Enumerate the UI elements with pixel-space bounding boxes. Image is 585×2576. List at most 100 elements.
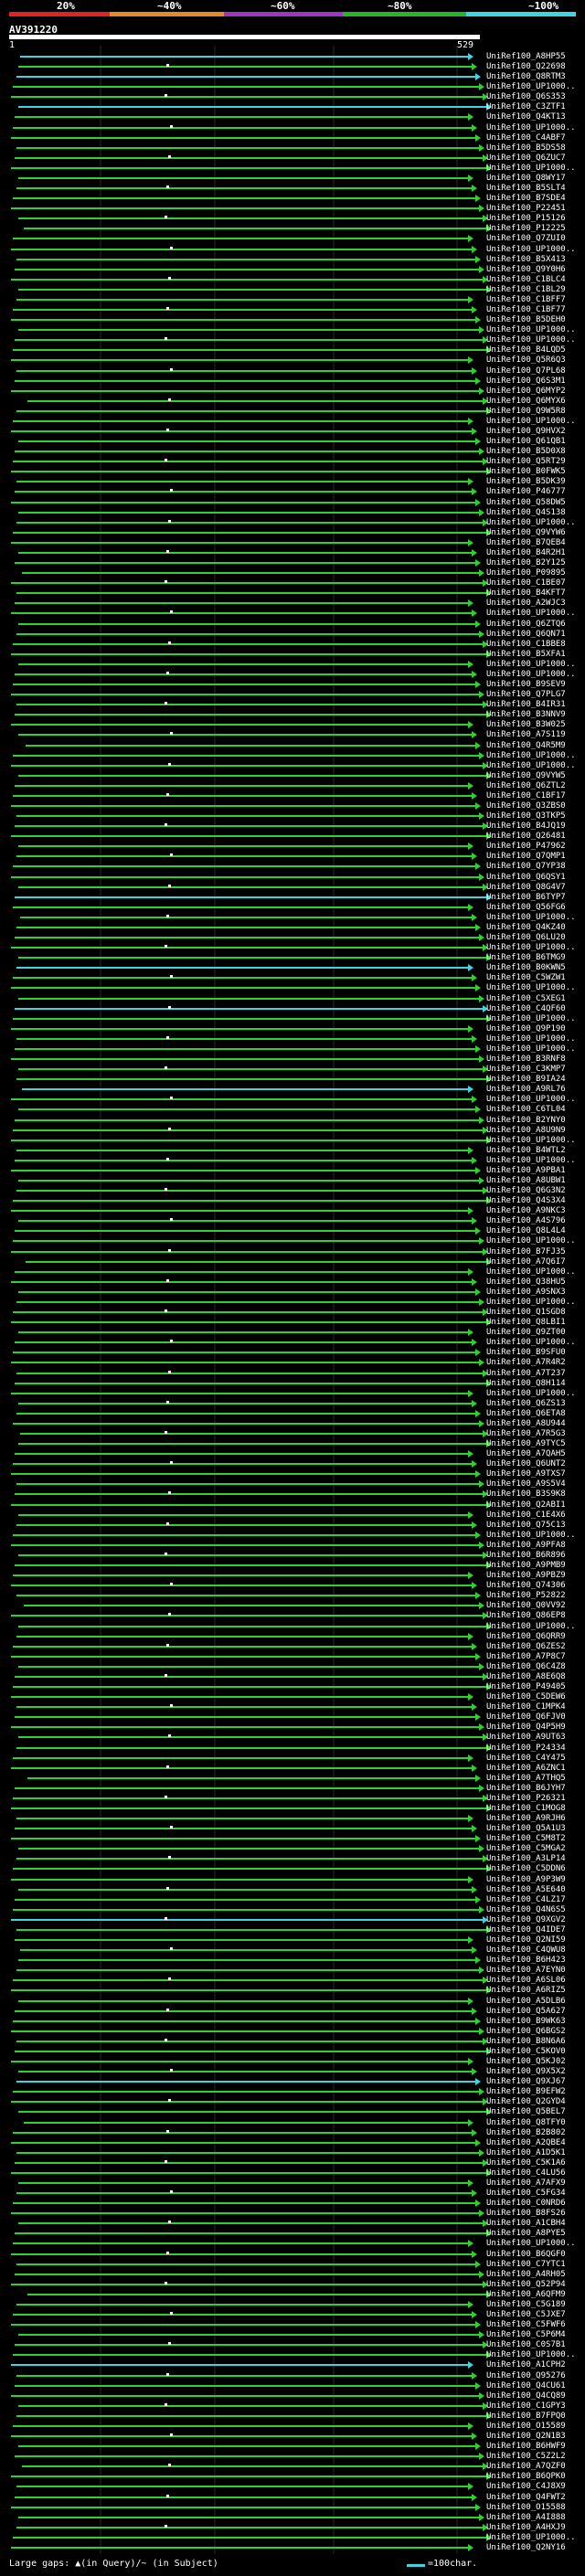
alignment-hit-bar[interactable] <box>20 916 472 918</box>
hit-label[interactable]: UniRef100_UP1000.. <box>486 943 576 953</box>
hit-label[interactable]: UniRef100_Q6C4Z8 <box>486 1661 566 1671</box>
hit-label[interactable]: UniRef100_B9SFU0 <box>486 1348 566 1358</box>
hit-label[interactable]: UniRef100_A4I888 <box>486 2512 566 2522</box>
alignment-hit-bar[interactable] <box>15 1270 468 1273</box>
hit-label[interactable]: UniRef100_B3RNF8 <box>486 1055 566 1065</box>
hit-label[interactable]: UniRef100_C5Z2L2 <box>486 2452 566 2462</box>
hit-label[interactable]: UniRef100_UP1000.. <box>486 122 576 133</box>
alignment-hit-bar[interactable] <box>15 2496 472 2498</box>
hit-label[interactable]: UniRef100_UP1000.. <box>486 983 576 993</box>
hit-label[interactable]: UniRef100_A1D5K1 <box>486 2147 566 2157</box>
alignment-hit-bar[interactable] <box>13 2131 472 2134</box>
hit-label[interactable]: UniRef100_Q1SGD8 <box>486 1308 566 1318</box>
alignment-hit-bar[interactable] <box>18 885 483 888</box>
alignment-hit-bar[interactable] <box>26 1260 486 1263</box>
alignment-hit-bar[interactable] <box>15 896 486 898</box>
alignment-hit-bar[interactable] <box>13 197 475 200</box>
hit-label[interactable]: UniRef100_A4RH05 <box>486 2269 566 2279</box>
hit-label[interactable]: UniRef100_UP1000.. <box>486 1297 576 1307</box>
alignment-hit-bar[interactable] <box>13 1200 486 1203</box>
hit-label[interactable]: UniRef100_A3LP14 <box>486 1854 566 1864</box>
hit-label[interactable]: UniRef100_B9SEV9 <box>486 680 566 690</box>
hit-label[interactable]: UniRef100_Q74306 <box>486 1581 566 1591</box>
alignment-hit-bar[interactable] <box>18 176 468 179</box>
hit-label[interactable]: UniRef100_B3NNV9 <box>486 710 566 720</box>
hit-label[interactable]: UniRef100_B6H423 <box>486 1956 566 1966</box>
alignment-hit-bar[interactable] <box>11 652 486 655</box>
hit-label[interactable]: UniRef100_UP1000.. <box>486 1267 576 1277</box>
alignment-hit-bar[interactable] <box>16 521 483 524</box>
alignment-hit-bar[interactable] <box>18 1290 475 1293</box>
alignment-hit-bar[interactable] <box>15 1898 475 1901</box>
hit-label[interactable]: UniRef100_A9SNX3 <box>486 1287 566 1297</box>
alignment-hit-bar[interactable] <box>18 997 479 1000</box>
alignment-hit-bar[interactable] <box>13 1311 483 1314</box>
hit-label[interactable]: UniRef100_A7R5G3 <box>486 1429 566 1438</box>
hit-label[interactable]: UniRef100_A9RL76 <box>486 1085 566 1095</box>
hit-label[interactable]: UniRef100_B5X413 <box>486 254 566 264</box>
hit-label[interactable]: UniRef100_P52822 <box>486 1591 566 1601</box>
alignment-hit-bar[interactable] <box>13 2202 475 2205</box>
alignment-hit-bar[interactable] <box>15 2455 479 2458</box>
hit-label[interactable]: UniRef100_A7THQ5 <box>486 1773 566 1783</box>
hit-label[interactable]: UniRef100_Q9XJ67 <box>486 2077 566 2087</box>
hit-label[interactable]: UniRef100_B4JQ19 <box>486 822 566 832</box>
hit-label[interactable]: UniRef100_Q2NY16 <box>486 2542 566 2552</box>
hit-label[interactable]: UniRef100_A2QBE4 <box>486 2137 566 2147</box>
hit-label[interactable]: UniRef100_C1BF17 <box>486 790 566 800</box>
alignment-hit-bar[interactable] <box>22 1088 468 1091</box>
alignment-hit-bar[interactable] <box>27 1776 475 1779</box>
hit-label[interactable]: UniRef100_UP1000.. <box>486 750 576 760</box>
alignment-hit-bar[interactable] <box>11 429 472 432</box>
alignment-hit-bar[interactable] <box>11 1655 475 1658</box>
hit-label[interactable]: UniRef100_C5P6M4 <box>486 2330 566 2340</box>
alignment-hit-bar[interactable] <box>15 2273 479 2275</box>
alignment-hit-bar[interactable] <box>18 774 486 777</box>
hit-label[interactable]: UniRef100_B5DEH0 <box>486 315 566 325</box>
alignment-hit-bar[interactable] <box>13 2424 468 2427</box>
alignment-hit-bar[interactable] <box>15 1047 475 1050</box>
hit-label[interactable]: UniRef100_Q6QSY1 <box>486 872 566 882</box>
alignment-hit-bar[interactable] <box>18 1513 468 1516</box>
hit-label[interactable]: UniRef100_Q6UNT2 <box>486 1459 566 1469</box>
alignment-hit-bar[interactable] <box>16 2040 483 2042</box>
hit-label[interactable]: UniRef100_A7R4R2 <box>486 1358 566 1368</box>
alignment-hit-bar[interactable] <box>18 66 472 69</box>
hit-label[interactable]: UniRef100_B6HWF9 <box>486 2442 566 2452</box>
hit-label[interactable]: UniRef100_A9P3W9 <box>486 1874 566 1884</box>
hit-label[interactable]: UniRef100_Q5KJ02 <box>486 2057 566 2067</box>
alignment-hit-bar[interactable] <box>11 389 479 392</box>
alignment-hit-bar[interactable] <box>15 1007 483 1010</box>
alignment-hit-bar[interactable] <box>16 146 479 149</box>
hit-label[interactable]: UniRef100_A7QZF0 <box>486 2462 566 2472</box>
hit-label[interactable]: UniRef100_B7QEB4 <box>486 537 566 547</box>
alignment-hit-bar[interactable] <box>18 1331 468 1334</box>
alignment-hit-bar[interactable] <box>18 106 486 109</box>
hit-label[interactable]: UniRef100_A7Q6I7 <box>486 1256 566 1267</box>
hit-label[interactable]: UniRef100_C5DEW6 <box>486 1692 566 1702</box>
hit-label[interactable]: UniRef100_Q7YP38 <box>486 862 566 872</box>
hit-label[interactable]: UniRef100_A7EYN0 <box>486 1966 566 1976</box>
hit-label[interactable]: UniRef100_A6RIZ5 <box>486 1986 566 1996</box>
alignment-hit-bar[interactable] <box>27 399 483 402</box>
alignment-hit-bar[interactable] <box>16 704 483 706</box>
hit-label[interactable]: UniRef100_C1GPY3 <box>486 2401 566 2411</box>
hit-label[interactable]: UniRef100_C0NRD6 <box>486 2199 566 2209</box>
alignment-hit-bar[interactable] <box>13 1756 468 1759</box>
hit-label[interactable]: UniRef100_C5KOV0 <box>486 2046 566 2056</box>
hit-label[interactable]: UniRef100_UP1000.. <box>486 416 576 426</box>
hit-label[interactable]: UniRef100_B9EFW2 <box>486 2087 566 2097</box>
alignment-hit-bar[interactable] <box>11 724 468 726</box>
alignment-hit-bar[interactable] <box>15 784 468 787</box>
alignment-hit-bar[interactable] <box>18 288 486 291</box>
alignment-hit-bar[interactable] <box>15 379 475 382</box>
hit-label[interactable]: UniRef100_A8HP55 <box>486 52 566 61</box>
hit-label[interactable]: UniRef100_Q6MYP2 <box>486 386 566 396</box>
alignment-hit-bar[interactable] <box>20 56 468 58</box>
alignment-hit-bar[interactable] <box>15 714 486 716</box>
alignment-hit-bar[interactable] <box>16 1595 475 1597</box>
alignment-hit-bar[interactable] <box>20 1949 472 1952</box>
alignment-hit-bar[interactable] <box>11 471 486 473</box>
alignment-hit-bar[interactable] <box>15 825 483 828</box>
alignment-hit-bar[interactable] <box>15 937 479 939</box>
